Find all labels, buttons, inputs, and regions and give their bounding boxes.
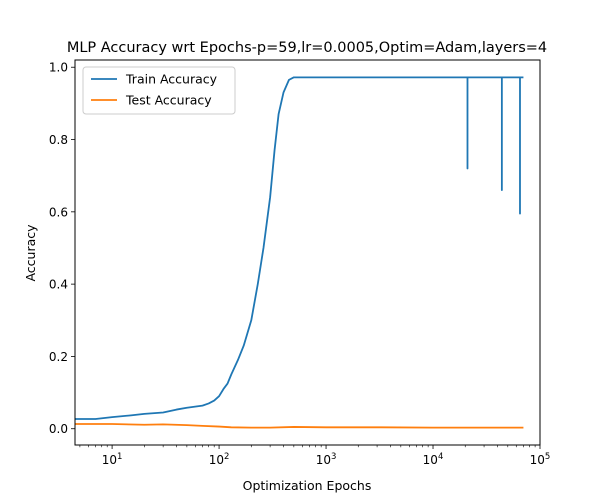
- x-tick-label: 102: [209, 452, 230, 467]
- y-tick-label: 0.8: [49, 133, 68, 147]
- plot-area: 0.0 0.2 0.4 0.6 0.8 1.0 101 102 103 104 105: [49, 59, 551, 467]
- series-line-1: [75, 423, 524, 429]
- y-tick-label: 1.0: [49, 61, 68, 75]
- y-tick-label: 0.6: [49, 205, 68, 219]
- y-tick-label: 0.2: [49, 350, 68, 364]
- chart-title: MLP Accuracy wrt Epochs-p=59,lr=0.0005,O…: [67, 40, 547, 56]
- x-tick-label: 103: [316, 452, 337, 467]
- x-axis-label: Optimization Epochs: [243, 478, 372, 493]
- axes-frame: [74, 59, 541, 446]
- y-tick-label: 0.0: [49, 422, 68, 436]
- y-axis-label: Accuracy: [23, 224, 38, 282]
- x-tick-label: 105: [530, 452, 551, 467]
- x-tick-label: 101: [102, 452, 123, 467]
- series-line-0: [75, 76, 524, 420]
- legend-label: Test Accuracy: [125, 93, 212, 108]
- legend: Train Accuracy Test Accuracy: [82, 66, 236, 115]
- y-tick-label: 0.4: [49, 278, 68, 292]
- legend-label: Train Accuracy: [125, 72, 218, 87]
- x-tick-label: 104: [423, 452, 444, 467]
- legend-box: [82, 66, 236, 115]
